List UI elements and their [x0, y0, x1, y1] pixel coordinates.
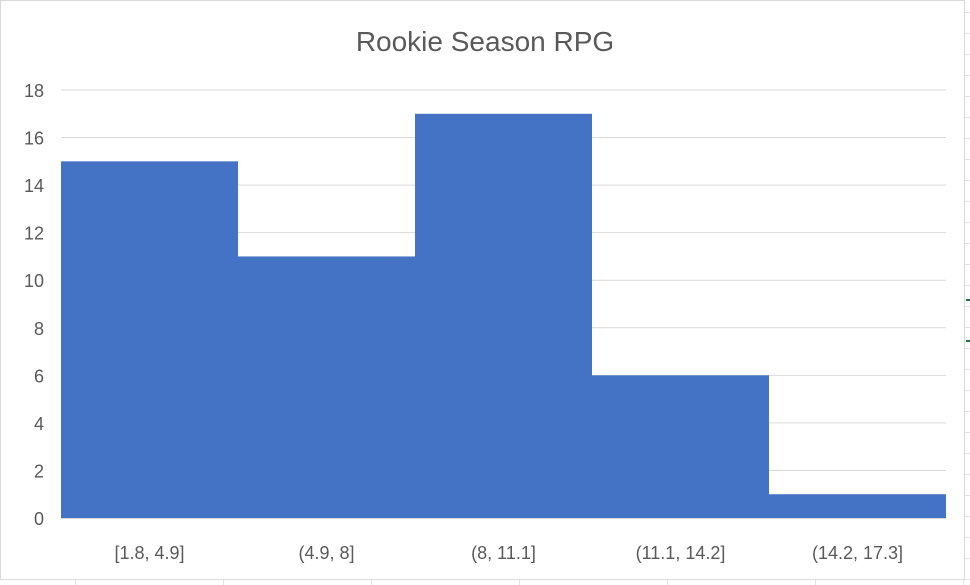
selection-handle-mark [966, 340, 970, 342]
bar[interactable] [415, 113, 592, 519]
x-tick-label: (11.1, 14.2] [636, 543, 726, 563]
x-tick-label: (8, 11.1] [471, 543, 536, 563]
x-tick-label: (4.9, 8] [298, 543, 354, 563]
x-tick-labels: [1.8, 4.9] (4.9, 8] (8, 11.1] (11.1, 14.2] (… [114, 543, 903, 563]
y-tick-label: 4 [34, 414, 44, 434]
bar[interactable] [769, 494, 946, 518]
selection-handle-mark [966, 299, 970, 301]
bar[interactable] [238, 256, 415, 518]
x-tick-label: (14.2, 17.3] [812, 543, 903, 563]
y-tick-label: 2 [34, 461, 44, 481]
bar[interactable] [61, 161, 238, 519]
bar[interactable] [592, 375, 769, 518]
y-tick-label: 16 [24, 129, 44, 149]
y-tick-label: 14 [24, 176, 44, 196]
y-tick-label: 8 [34, 319, 44, 339]
chart-title[interactable]: Rookie Season RPG [355, 26, 615, 57]
y-tick-label: 12 [24, 224, 44, 244]
y-tick-labels: 0 2 4 6 8 10 12 14 16 18 [24, 81, 44, 529]
y-tick-label: 0 [34, 509, 44, 529]
y-tick-label: 18 [24, 81, 44, 101]
y-tick-label: 6 [34, 366, 44, 386]
bars [61, 113, 946, 519]
y-tick-label: 10 [24, 271, 44, 291]
x-tick-label: [1.8, 4.9] [114, 543, 184, 563]
